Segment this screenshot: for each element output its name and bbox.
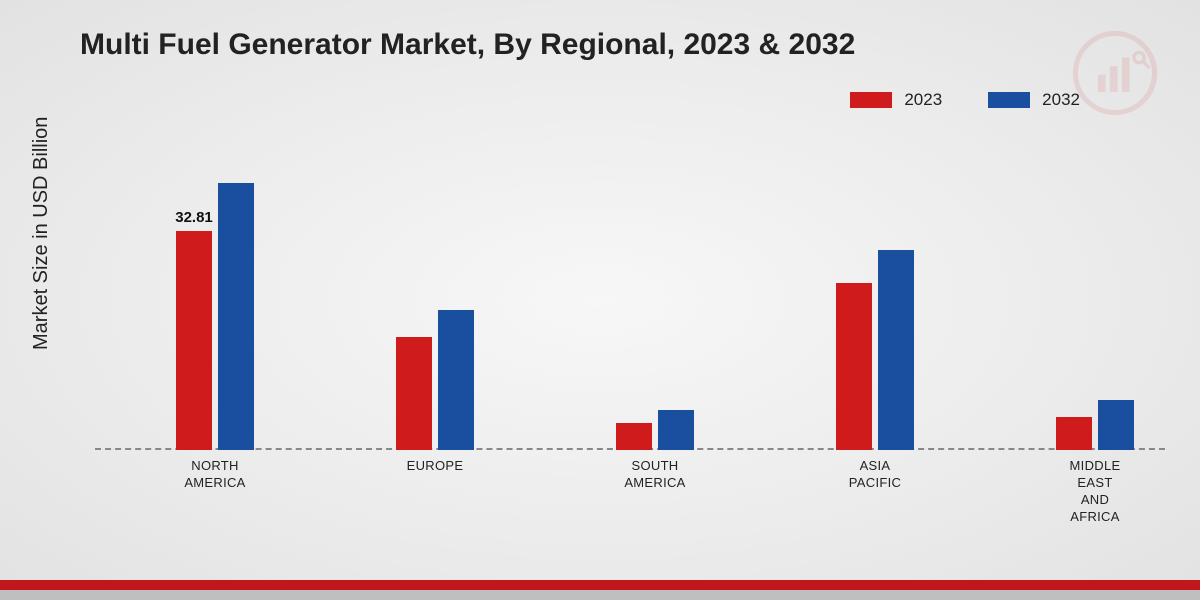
legend-swatch-2023 [850, 92, 892, 108]
legend-item-2023: 2023 [850, 90, 942, 110]
watermark-logo-icon [1072, 30, 1158, 116]
bar-group-ap [815, 250, 935, 450]
x-label-eu: EUROPE [355, 458, 515, 475]
bar-sa-2032 [658, 410, 694, 450]
x-label-sa: SOUTHAMERICA [575, 458, 735, 492]
bar-na-2023: 32.81 [176, 231, 212, 450]
bar-eu-2023 [396, 337, 432, 450]
chart-title: Multi Fuel Generator Market, By Regional… [80, 28, 855, 62]
x-label-ap: ASIAPACIFIC [795, 458, 955, 492]
data-label-na-2023: 32.81 [175, 209, 213, 226]
y-axis-label: Market Size in USD Billion [30, 117, 53, 350]
bar-na-2032 [218, 183, 254, 450]
legend-item-2032: 2032 [988, 90, 1080, 110]
footer-bar-gray [0, 590, 1200, 600]
bar-ap-2032 [878, 250, 914, 450]
plot-area: 32.81 [95, 150, 1165, 450]
bar-ap-2023 [836, 283, 872, 450]
chart-page: Multi Fuel Generator Market, By Regional… [0, 0, 1200, 600]
bar-group-na: 32.81 [155, 183, 275, 450]
legend-label-2023: 2023 [904, 90, 942, 110]
bar-eu-2032 [438, 310, 474, 450]
bar-mea-2023 [1056, 417, 1092, 450]
bar-group-sa [595, 410, 715, 450]
bar-group-eu [375, 310, 495, 450]
legend-label-2032: 2032 [1042, 90, 1080, 110]
x-label-na: NORTHAMERICA [135, 458, 295, 492]
legend-swatch-2032 [988, 92, 1030, 108]
bar-group-mea [1035, 400, 1155, 450]
x-label-mea: MIDDLEEASTANDAFRICA [1015, 458, 1175, 526]
bar-sa-2023 [616, 423, 652, 450]
footer-bar-red [0, 580, 1200, 590]
x-axis-labels: NORTHAMERICA EUROPE SOUTHAMERICA ASIAPACIFI… [95, 458, 1165, 538]
legend: 2023 2032 [850, 90, 1080, 110]
bar-mea-2032 [1098, 400, 1134, 450]
